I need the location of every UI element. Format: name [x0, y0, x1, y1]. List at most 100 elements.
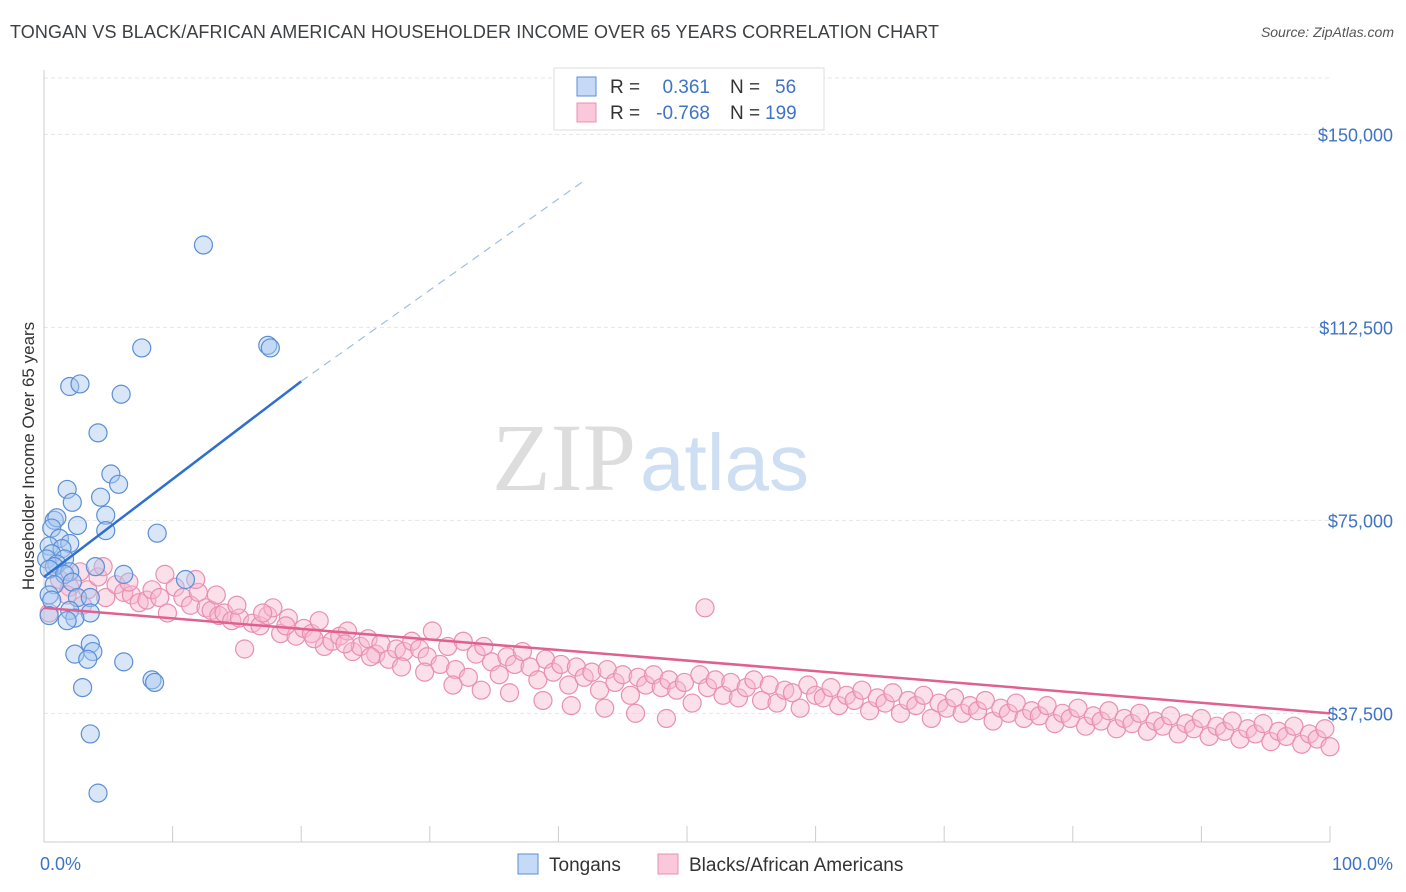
tongan-point-3 — [260, 338, 280, 358]
black-point-178 — [276, 616, 296, 636]
tongan-point-37 — [39, 585, 59, 605]
legend-n-label-tongan: N = — [730, 77, 760, 98]
tongan-point-2 — [258, 335, 278, 355]
black-point-138 — [1091, 711, 1111, 731]
legend-bottom-label-black: Blacks/African Americans — [689, 855, 903, 876]
black-point-122 — [968, 701, 988, 721]
black-point-101 — [805, 685, 826, 705]
black-point-75 — [605, 672, 625, 693]
black-point-130 — [1029, 706, 1049, 726]
black-point-190 — [625, 703, 646, 723]
black-point-83 — [667, 680, 687, 700]
black-point-126 — [998, 703, 1019, 723]
black-point-57 — [466, 644, 486, 664]
black-point-174 — [186, 569, 206, 590]
legend-swatch-tongan — [576, 76, 597, 97]
tongan-point-11 — [90, 487, 111, 507]
x-tick-label-1: 100.0% — [1332, 854, 1393, 874]
legend-bottom-swatch-black — [657, 853, 679, 875]
black-point-21 — [209, 605, 229, 626]
black-point-164 — [1292, 734, 1312, 754]
tongan-point-52 — [144, 672, 165, 693]
black-point-69 — [559, 675, 579, 695]
black-point-97 — [775, 680, 795, 700]
black-point-144 — [1137, 721, 1157, 741]
black-point-159 — [1253, 714, 1273, 734]
axes — [43, 70, 1331, 843]
black-point-162 — [1276, 726, 1296, 747]
tongan-point-8 — [101, 464, 121, 484]
black-point-155 — [1222, 711, 1242, 731]
legend-r-value-tongan: 0.361 — [662, 77, 710, 98]
black-point-91 — [728, 688, 749, 708]
black-point-12 — [142, 580, 162, 600]
black-point-110 — [875, 693, 895, 713]
black-point-156 — [1230, 729, 1250, 749]
tongan-point-12 — [62, 492, 82, 512]
black-point-94 — [751, 690, 772, 711]
black-point-61 — [497, 647, 517, 667]
black-point-72 — [582, 662, 602, 682]
black-point-81 — [651, 677, 671, 698]
black-point-118 — [937, 698, 957, 718]
black-point-77 — [620, 685, 641, 705]
black-point-185 — [471, 680, 491, 700]
legend-n-value-black: 199 — [765, 103, 797, 124]
black-point-68 — [551, 654, 571, 675]
legend-r-label-tongan: R = — [610, 77, 640, 98]
black-point-175 — [206, 585, 226, 605]
tongan-point-43 — [39, 605, 59, 626]
black-point-188 — [561, 696, 581, 716]
black-point-192 — [695, 598, 715, 618]
black-point-119 — [944, 688, 965, 708]
black-point-147 — [1160, 706, 1181, 726]
black-point-106 — [844, 690, 864, 711]
black-point-41 — [350, 636, 370, 657]
black-point-160 — [1261, 732, 1281, 752]
y-tick-label-1: $75,000 — [1328, 511, 1393, 531]
black-point-35 — [309, 611, 329, 631]
black-point-93 — [744, 670, 764, 690]
black-point-191 — [656, 708, 677, 729]
black-point-95 — [759, 675, 779, 695]
black-point-46 — [386, 639, 406, 659]
tongan-point-1 — [132, 338, 152, 358]
black-point-103 — [821, 677, 841, 698]
black-point-123 — [975, 690, 995, 711]
black-point-88 — [705, 670, 725, 690]
black-point-127 — [1006, 693, 1026, 713]
black-point-176 — [227, 595, 247, 615]
legend-bottom: Tongans Blacks/African Americans — [517, 853, 903, 876]
black-point-143 — [1130, 703, 1150, 723]
tongan-point-49 — [78, 649, 98, 669]
y-tick-label-2: $112,500 — [1319, 318, 1393, 338]
black-point-13 — [150, 587, 170, 608]
black-point-140 — [1106, 719, 1127, 739]
black-point-177 — [253, 603, 273, 623]
black-point-107 — [852, 680, 872, 700]
legend-box — [553, 67, 825, 131]
black-point-43 — [366, 644, 386, 664]
black-point-132 — [1045, 714, 1065, 734]
black-point-154 — [1214, 721, 1235, 741]
black-point-49 — [409, 639, 430, 659]
tongan-point-13 — [96, 505, 116, 525]
black-point-52 — [430, 654, 450, 675]
black-point-3 — [70, 562, 90, 582]
legend-swatch-black — [576, 102, 597, 123]
tongan-point-32 — [54, 564, 75, 584]
black-point-167 — [1315, 719, 1335, 739]
tongan-point-7 — [88, 423, 108, 443]
black-point-151 — [1191, 708, 1212, 729]
black-point-116 — [921, 708, 941, 729]
tongan-point-15 — [47, 508, 67, 528]
black-point-104 — [829, 696, 849, 716]
black-point-180 — [335, 634, 355, 654]
tongan-trend-extension — [300, 180, 585, 382]
black-point-87 — [697, 677, 718, 698]
black-point-60 — [489, 665, 509, 685]
black-point-187 — [533, 690, 553, 711]
black-point-29 — [263, 598, 283, 618]
trend-lines — [43, 180, 1331, 715]
